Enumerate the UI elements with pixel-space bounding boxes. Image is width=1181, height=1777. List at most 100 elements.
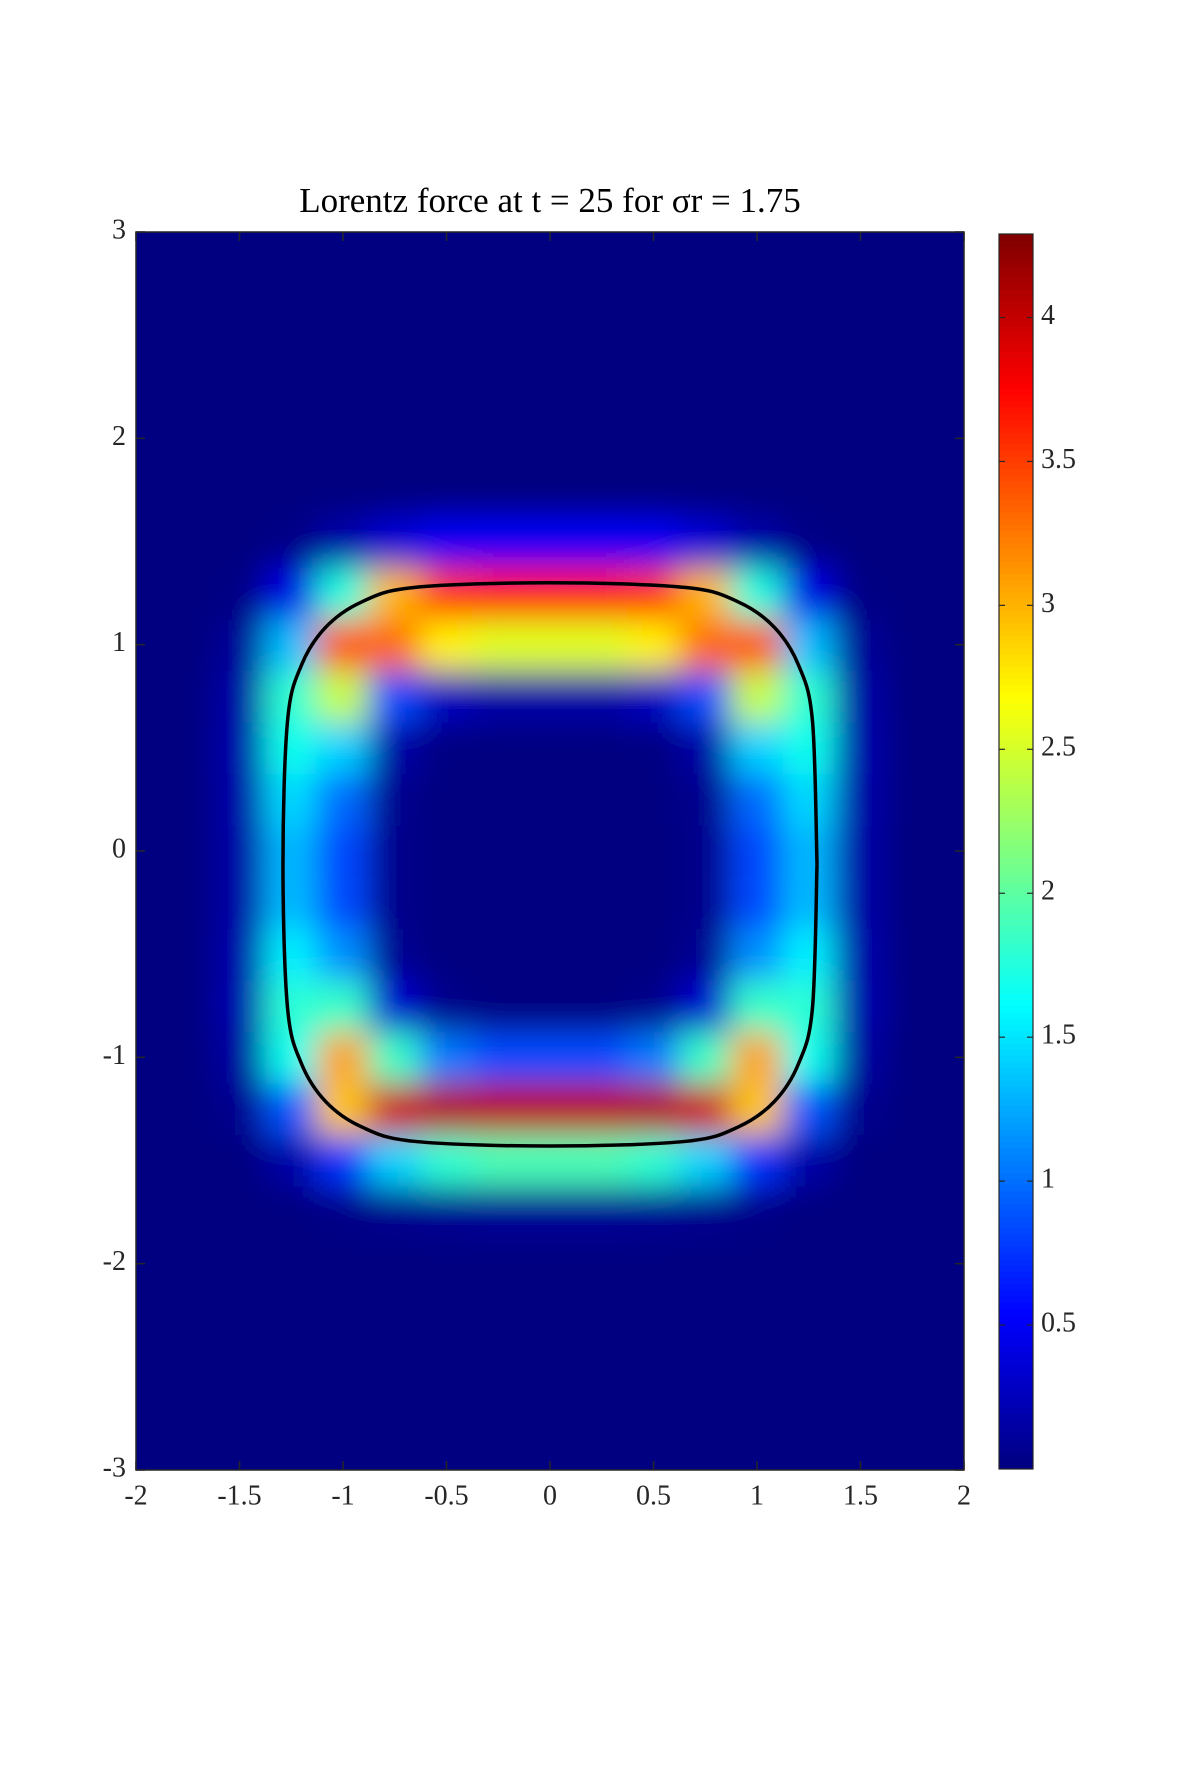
heat-cell <box>678 232 732 259</box>
colorbar-swatch <box>999 282 1033 291</box>
heat-cell <box>627 979 680 1033</box>
heat-cell <box>523 308 577 362</box>
heat-cell <box>730 824 784 878</box>
colorbar-swatch <box>999 1023 1033 1032</box>
heat-cell <box>420 824 473 878</box>
heat-cell <box>678 721 732 775</box>
heat-cell <box>782 515 836 568</box>
heat-cell <box>885 1392 939 1445</box>
colorbar-swatch <box>999 1326 1033 1334</box>
colorbar-swatch <box>999 733 1033 741</box>
heat-cell <box>523 927 577 981</box>
heat-cell <box>627 669 680 723</box>
colorbar-swatch <box>999 1104 1033 1112</box>
y-tick-label: 2 <box>112 421 126 452</box>
y-tick-label: 1 <box>112 627 126 658</box>
heat-cell <box>678 927 732 981</box>
heat-cell <box>316 979 370 1033</box>
colorbar-swatch <box>999 1357 1033 1365</box>
heat-cell <box>834 1288 887 1342</box>
heat-cell <box>161 618 215 671</box>
heat-cell <box>368 979 422 1033</box>
heat-cell <box>471 1237 525 1290</box>
heat-cell <box>834 618 887 671</box>
heat-cell <box>523 721 577 775</box>
heat-cell <box>834 257 887 310</box>
heat-cell <box>885 412 939 465</box>
heat-cell <box>937 1392 964 1445</box>
heat-cell <box>161 515 215 568</box>
heat-cell <box>161 412 215 465</box>
heat-cell <box>782 1288 836 1342</box>
heat-cell <box>213 618 266 671</box>
heat-cell <box>678 618 732 671</box>
heat-cell <box>627 1185 680 1239</box>
heat-cell <box>678 1082 732 1136</box>
heat-cell <box>264 308 318 362</box>
heat-cell <box>264 721 318 775</box>
heat-cell <box>937 1288 964 1342</box>
heat-cell <box>678 360 732 414</box>
heat-cell <box>730 1185 784 1239</box>
heat-cell <box>213 1082 266 1136</box>
x-tick-label: -0.5 <box>424 1480 468 1511</box>
heat-cell <box>264 824 318 878</box>
colorbar-tick-label: 2.5 <box>1041 732 1076 763</box>
colorbar-swatch <box>999 1098 1033 1106</box>
heat-cell <box>730 876 784 929</box>
heat-cell <box>161 669 215 723</box>
heat-cell <box>885 232 939 259</box>
heat-cell <box>161 1185 215 1239</box>
heat-cell <box>885 618 939 671</box>
heat-cell <box>420 927 473 981</box>
colorbar-swatch <box>999 943 1033 951</box>
colorbar-swatch <box>999 1419 1033 1427</box>
colorbar-swatch <box>999 1017 1033 1025</box>
heat-cell <box>471 669 525 723</box>
colorbar-swatch <box>999 1221 1033 1229</box>
heat-cell <box>136 721 163 775</box>
heat-cell <box>136 979 163 1033</box>
heat-cell <box>264 927 318 981</box>
heat-cell <box>678 773 732 826</box>
heat-cell <box>575 824 629 878</box>
colorbar-swatch <box>999 239 1033 247</box>
colorbar-swatch <box>999 746 1033 754</box>
colorbar-swatch <box>999 1369 1033 1377</box>
heat-cell <box>213 412 266 465</box>
heat-cell <box>575 773 629 826</box>
heat-cell <box>575 232 629 259</box>
colorbar-swatch <box>999 258 1033 266</box>
heat-cell <box>161 1340 215 1394</box>
heat-cell <box>136 1185 163 1239</box>
heat-cell <box>264 1392 318 1445</box>
heat-cell <box>834 876 887 929</box>
heat-cell <box>575 927 629 981</box>
colorbar-swatch <box>999 974 1033 982</box>
heat-cell <box>264 412 318 465</box>
heat-cell <box>368 1134 422 1187</box>
colorbar-swatch <box>999 1240 1033 1248</box>
colorbar-swatch <box>999 585 1033 593</box>
heat-cell <box>937 1134 964 1187</box>
colorbar-swatch <box>999 1215 1033 1223</box>
heatmap <box>136 232 964 1470</box>
heat-cell <box>782 463 836 517</box>
heat-cell <box>213 773 266 826</box>
colorbar-swatch <box>999 301 1033 309</box>
colorbar-swatch <box>999 252 1033 260</box>
heat-cell <box>136 927 163 981</box>
colorbar-swatch <box>999 999 1033 1007</box>
heat-cell <box>678 876 732 929</box>
heat-cell <box>471 463 525 517</box>
heat-cell <box>316 669 370 723</box>
heat-cell <box>471 927 525 981</box>
heat-cell <box>368 1031 422 1084</box>
colorbar-swatch <box>999 659 1033 667</box>
heat-cell <box>264 1288 318 1342</box>
heat-cell <box>161 308 215 362</box>
colorbar-swatch <box>999 1277 1033 1285</box>
heat-cell <box>885 979 939 1033</box>
heat-cell <box>678 1185 732 1239</box>
